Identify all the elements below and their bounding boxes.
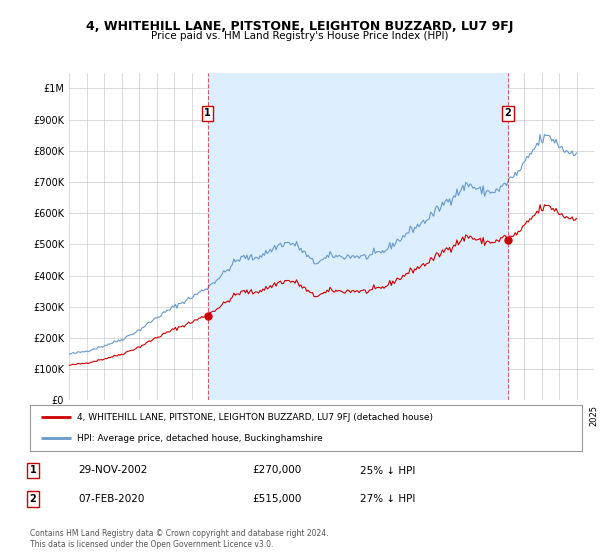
Text: £270,000: £270,000 bbox=[252, 465, 301, 475]
Text: 27% ↓ HPI: 27% ↓ HPI bbox=[360, 494, 415, 504]
Text: 4, WHITEHILL LANE, PITSTONE, LEIGHTON BUZZARD, LU7 9FJ (detached house): 4, WHITEHILL LANE, PITSTONE, LEIGHTON BU… bbox=[77, 413, 433, 422]
Text: Contains HM Land Registry data © Crown copyright and database right 2024.
This d: Contains HM Land Registry data © Crown c… bbox=[30, 529, 329, 549]
Text: £515,000: £515,000 bbox=[252, 494, 301, 504]
Text: Price paid vs. HM Land Registry's House Price Index (HPI): Price paid vs. HM Land Registry's House … bbox=[151, 31, 449, 41]
Text: 4, WHITEHILL LANE, PITSTONE, LEIGHTON BUZZARD, LU7 9FJ: 4, WHITEHILL LANE, PITSTONE, LEIGHTON BU… bbox=[86, 20, 514, 32]
Text: 2: 2 bbox=[505, 109, 511, 118]
Text: 2: 2 bbox=[29, 494, 37, 504]
Text: 25% ↓ HPI: 25% ↓ HPI bbox=[360, 465, 415, 475]
Text: 29-NOV-2002: 29-NOV-2002 bbox=[78, 465, 148, 475]
Text: HPI: Average price, detached house, Buckinghamshire: HPI: Average price, detached house, Buck… bbox=[77, 434, 323, 443]
Text: 1: 1 bbox=[204, 109, 211, 118]
Bar bbox=[208, 73, 508, 400]
Text: 1: 1 bbox=[29, 465, 37, 475]
Text: 07-FEB-2020: 07-FEB-2020 bbox=[78, 494, 145, 504]
